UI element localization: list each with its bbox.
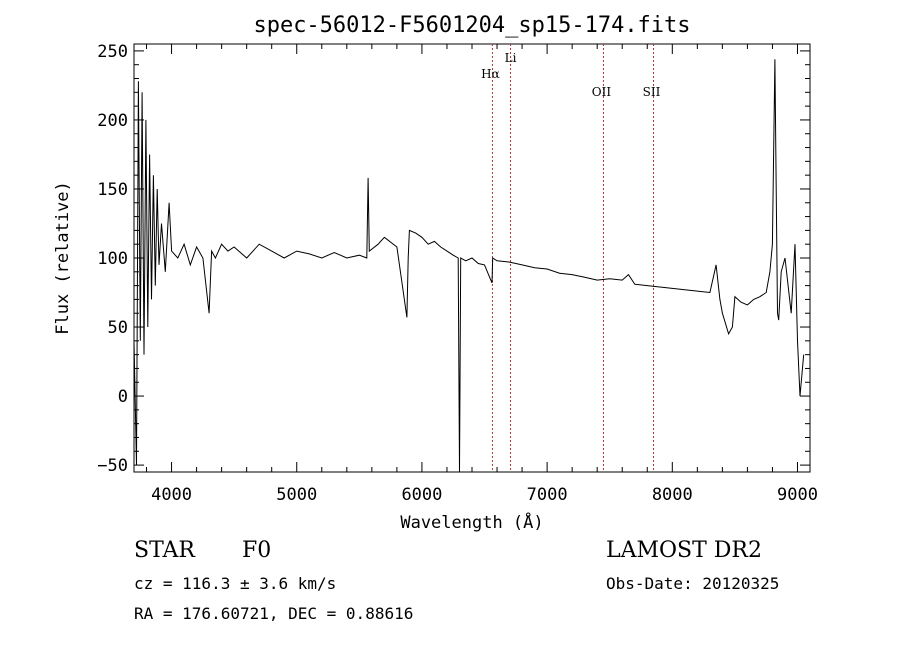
object-class: STAR [134, 538, 195, 563]
x-tick-label: 4000 [151, 485, 192, 505]
y-tick-label: 50 [108, 318, 128, 338]
x-tick-label: 8000 [652, 485, 693, 505]
survey-name: LAMOST DR2 [606, 538, 762, 563]
y-tick-label: 250 [97, 42, 128, 62]
line-label: Li [505, 51, 517, 65]
line-label: SII [643, 85, 661, 99]
y-axis-label: Flux (relative) [53, 181, 73, 335]
observation-date: Obs-Date: 20120325 [606, 574, 780, 593]
y-tick-label: 0 [118, 387, 128, 407]
flux-series-line [133, 59, 805, 473]
y-tick-label: 200 [97, 111, 128, 131]
x-tick-label: 9000 [777, 485, 818, 505]
y-tick-label: 150 [97, 180, 128, 200]
x-tick-label: 7000 [527, 485, 568, 505]
emission-line-markers: Hα Li OII SII [481, 44, 661, 472]
chart-title: spec-56012-F5601204_sp15-174.fits [253, 13, 690, 38]
line-label: Hα [481, 67, 500, 81]
line-label: OII [592, 85, 612, 99]
y-tick-label: 100 [97, 249, 128, 269]
object-subclass: F0 [242, 538, 272, 563]
axis-ticks: 4000 5000 6000 7000 8000 9000 −50 0 50 100 150 200 2… [97, 42, 818, 505]
x-axis-label: Wavelength (Å) [400, 511, 543, 533]
redshift-cz: cz = 116.3 ± 3.6 km/s [134, 574, 337, 593]
x-tick-label: 5000 [276, 485, 317, 505]
y-tick-label: −50 [97, 456, 128, 476]
x-tick-label: 6000 [401, 485, 442, 505]
ra-dec-coordinates: RA = 176.60721, DEC = 0.88616 [134, 604, 414, 623]
